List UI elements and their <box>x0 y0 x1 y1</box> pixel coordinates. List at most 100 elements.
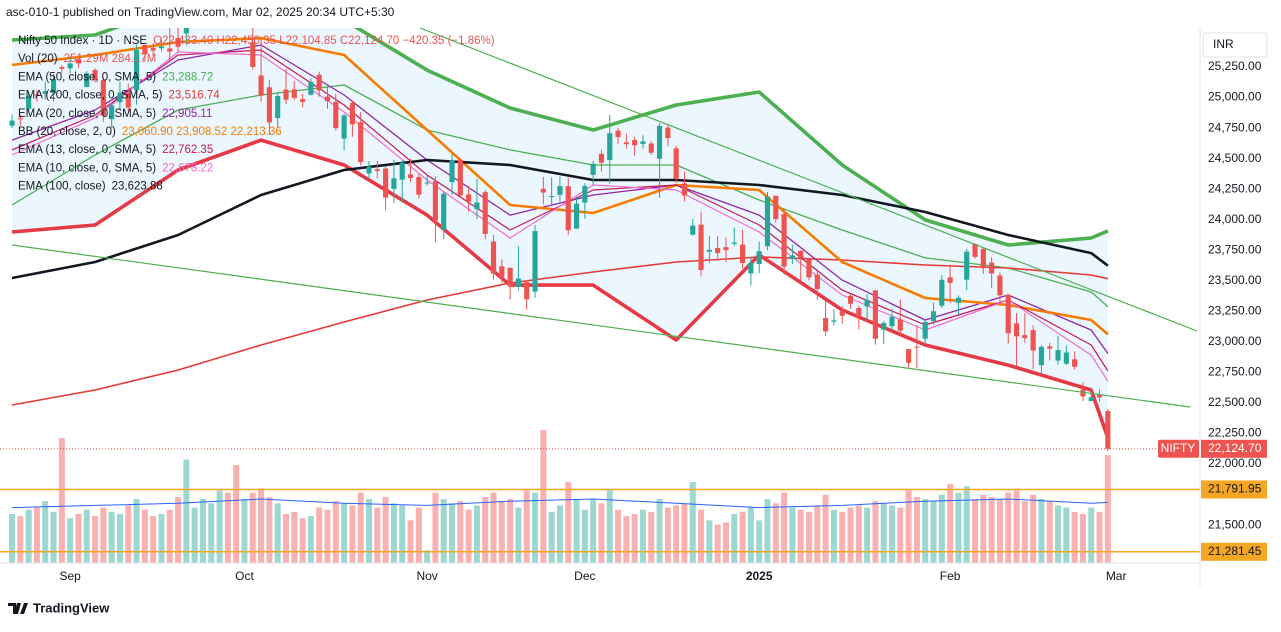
candle-body <box>972 244 978 257</box>
candle-body <box>864 299 870 307</box>
volume-bar <box>631 513 638 563</box>
legend-value: 22,762.35 <box>162 144 213 156</box>
volume-bar <box>972 499 979 563</box>
volume-bar <box>606 490 613 563</box>
candle-body <box>275 95 281 119</box>
candle-body <box>34 94 40 96</box>
candle-body <box>158 46 165 49</box>
candle-body <box>839 311 845 316</box>
volume-bar <box>465 509 472 563</box>
candle-body <box>1055 350 1061 361</box>
volume-bar <box>565 481 572 563</box>
level-label-box <box>1201 542 1267 561</box>
legend-value: 22,905.11 <box>162 108 212 120</box>
candle-body <box>881 322 887 330</box>
x-tick-label: Dec <box>574 569 595 583</box>
volume-bar <box>166 509 173 563</box>
candle-body <box>391 178 397 189</box>
candle-body <box>939 279 945 306</box>
volume-bar <box>955 492 962 563</box>
volume-bar <box>1079 513 1086 563</box>
volume-bar <box>108 511 115 563</box>
candle-body <box>100 80 106 116</box>
volume-bar <box>938 494 945 563</box>
y-tick-label: 24,250.00 <box>1208 181 1262 195</box>
volume-bar <box>1030 494 1037 563</box>
candle-body <box>324 96 331 102</box>
legend-entry: BB (20, close, 2, 0) 23,060.90 23,908.52 … <box>18 126 282 138</box>
volume-bar <box>457 501 464 563</box>
candle-body <box>283 89 289 100</box>
volume-bar <box>50 511 57 563</box>
volume-bar <box>772 503 779 563</box>
candle-body <box>457 159 463 196</box>
candle-body <box>474 202 480 210</box>
candle-body <box>59 67 65 69</box>
x-tick-label: Feb <box>940 569 961 583</box>
x-tick-label: Sep <box>59 569 81 583</box>
legend-name: EMA (200, close, 0, SMA, 5) <box>18 90 163 102</box>
volume-bar <box>664 507 671 563</box>
indicator-line <box>11 36 1109 336</box>
candle-body <box>947 277 953 283</box>
volume-bar <box>158 513 165 563</box>
legend-entry: EMA (20, close, 0, SMA, 5) 22,905.11 <box>18 108 212 120</box>
candle-body <box>955 297 961 303</box>
y-tick-label: 23,250.00 <box>1208 303 1262 317</box>
volume-bar <box>781 492 788 563</box>
volume-bar <box>1046 501 1053 563</box>
volume-bar <box>299 518 306 563</box>
candle-body <box>515 278 522 287</box>
candle-body <box>399 162 405 180</box>
volume-bar <box>324 509 331 563</box>
candle-body <box>831 320 837 322</box>
legend-entry: EMA (50, close, 0, SMA, 5) 23,288.72 <box>18 71 213 83</box>
candle-body <box>1088 397 1094 401</box>
last-price-label: 22,124.70 <box>1208 441 1262 455</box>
volume-bar <box>947 484 954 563</box>
currency-box[interactable] <box>1202 32 1268 58</box>
y-tick-label: 25,000.00 <box>1208 90 1262 104</box>
volume-bar <box>125 505 132 563</box>
candle-body <box>300 99 306 102</box>
y-tick-label: 21,500.00 <box>1208 517 1262 531</box>
candle-body <box>349 102 355 125</box>
x-tick-label: Mar <box>1106 569 1127 583</box>
last-name-box <box>1158 439 1199 458</box>
volume-bar <box>283 513 289 563</box>
candle-body <box>847 295 854 304</box>
volume-bar <box>316 507 323 563</box>
candle-body <box>374 169 380 171</box>
volume-bar <box>930 501 937 563</box>
volume-bar <box>141 509 148 563</box>
volume-bar <box>590 499 597 563</box>
legend-name: BB (20, close, 2, 0) <box>18 126 116 138</box>
brand-logo <box>8 603 28 614</box>
volume-bar <box>183 459 190 563</box>
volume-bar <box>789 507 796 563</box>
x-tick-label: Oct <box>235 569 254 583</box>
candle-body <box>997 275 1003 296</box>
candle-body <box>640 141 646 144</box>
candle-body <box>964 251 970 280</box>
volume-bar <box>830 509 837 563</box>
candle-body <box>756 251 762 265</box>
candle-body <box>632 140 638 146</box>
candle-body <box>42 91 48 94</box>
volume-bar <box>382 496 389 563</box>
y-tick-label: 22,250.00 <box>1208 426 1262 440</box>
candle-body <box>482 192 488 234</box>
candle-body <box>823 318 829 332</box>
candle-body <box>67 63 73 69</box>
level-label: 21,791.95 <box>1208 482 1262 496</box>
candle-body <box>764 196 771 247</box>
volume-bar <box>706 520 713 563</box>
candle-body <box>598 153 605 163</box>
candle-body <box>333 101 339 129</box>
candle-body <box>914 346 920 348</box>
legend-value: 23,623.88 <box>112 181 163 193</box>
volume-bar <box>366 499 372 563</box>
y-tick-label: 23,500.00 <box>1208 273 1262 287</box>
volume-bar <box>266 496 273 563</box>
candle-body <box>773 195 779 220</box>
